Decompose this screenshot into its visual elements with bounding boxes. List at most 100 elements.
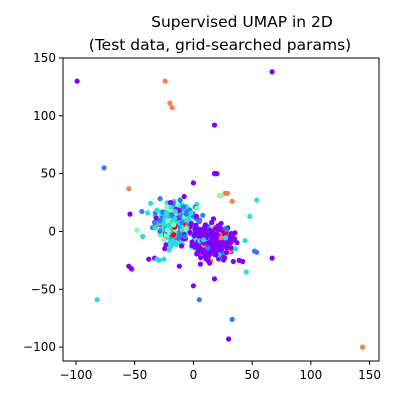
cluster-point <box>148 200 154 206</box>
data-point <box>236 257 242 263</box>
data-point <box>156 257 162 263</box>
cluster-point <box>172 208 178 214</box>
cluster-point <box>153 215 159 221</box>
cluster-point <box>139 208 145 215</box>
data-point <box>211 276 218 282</box>
data-point <box>94 297 100 303</box>
data-point <box>190 283 196 289</box>
cluster-point <box>206 253 212 259</box>
cluster-point <box>171 222 177 228</box>
data-point <box>190 180 196 186</box>
cluster-point <box>187 229 193 235</box>
cluster-point <box>151 219 158 225</box>
cluster-point <box>213 252 219 258</box>
cluster-point <box>206 240 212 246</box>
cluster-point <box>221 257 227 263</box>
cluster-point <box>161 237 167 243</box>
data-point <box>196 297 202 303</box>
cluster-point <box>166 247 172 253</box>
y-tick-label: 50 <box>41 167 56 181</box>
cluster-point <box>218 220 224 227</box>
cluster-point <box>193 222 199 228</box>
cluster-point <box>171 232 177 238</box>
data-point <box>188 210 194 216</box>
data-point <box>224 190 231 196</box>
cluster-point <box>210 236 216 242</box>
cluster-point <box>167 200 173 206</box>
cluster-point <box>207 260 213 266</box>
y-axis: −100 −50 0 50 100 150 <box>23 51 63 354</box>
cluster-point <box>202 222 208 228</box>
x-tick-label: 50 <box>244 368 259 382</box>
cluster-point <box>197 261 203 267</box>
cluster-point <box>204 233 210 239</box>
cluster-point <box>205 245 211 251</box>
data-point <box>243 269 249 275</box>
x-tick-label: 0 <box>190 368 198 382</box>
cluster-point <box>208 229 214 235</box>
cluster-point <box>223 249 230 256</box>
data-point <box>242 238 248 244</box>
cluster-point <box>154 207 160 213</box>
cluster-point <box>196 232 202 238</box>
cluster-point <box>234 240 240 246</box>
cluster-point <box>178 243 185 249</box>
cluster-point <box>218 242 224 248</box>
cluster-point <box>195 226 201 232</box>
cluster-point <box>201 227 207 234</box>
data-point <box>233 246 239 252</box>
x-tick-label: −50 <box>122 368 147 382</box>
cluster-point <box>140 233 146 240</box>
data-point <box>211 122 218 128</box>
cluster-point <box>182 234 188 240</box>
cluster-point <box>231 236 238 242</box>
cluster-point <box>228 245 234 251</box>
data-point <box>127 211 133 217</box>
cluster-point <box>177 197 183 203</box>
cluster-point <box>193 213 200 219</box>
y-tick-label: 150 <box>33 51 56 65</box>
data-point <box>226 336 232 342</box>
cluster-point <box>164 204 170 210</box>
data-point <box>247 213 253 219</box>
cluster-point <box>162 246 168 252</box>
chart-subtitle: (Test data, grid-searched params) <box>89 36 351 54</box>
data-point <box>360 344 366 350</box>
cluster-point <box>167 239 173 245</box>
data-point <box>200 212 206 218</box>
cluster-point <box>209 219 215 226</box>
cluster-point <box>191 232 198 238</box>
data-point <box>176 263 182 269</box>
cluster-point <box>157 196 163 202</box>
cluster-point <box>157 218 163 224</box>
x-tick-label: −100 <box>59 368 92 382</box>
data-point <box>146 256 152 262</box>
data-point <box>101 165 107 171</box>
x-tick-label: 100 <box>299 368 322 382</box>
cluster-point <box>210 245 216 252</box>
data-point <box>161 256 167 262</box>
data-point <box>229 198 235 204</box>
data-point <box>230 258 236 265</box>
cluster-point <box>224 226 230 232</box>
cluster-point <box>157 228 163 234</box>
data-point <box>254 197 260 203</box>
data-point <box>229 316 235 322</box>
cluster-point <box>172 215 178 222</box>
cluster-point <box>177 231 183 237</box>
cluster-point <box>183 226 189 232</box>
cluster-point <box>228 231 234 237</box>
cluster-point <box>216 256 222 262</box>
cluster-point <box>180 204 186 210</box>
cluster-point <box>188 221 194 227</box>
cluster-point <box>218 235 224 241</box>
cluster-point <box>168 212 175 218</box>
cluster-point <box>189 242 195 248</box>
chart-title: Supervised UMAP in 2D <box>151 13 333 31</box>
cluster-point <box>152 225 158 231</box>
data-point <box>128 265 134 272</box>
data-point <box>183 211 189 217</box>
cluster-point <box>145 210 151 216</box>
cluster-point <box>181 193 187 200</box>
